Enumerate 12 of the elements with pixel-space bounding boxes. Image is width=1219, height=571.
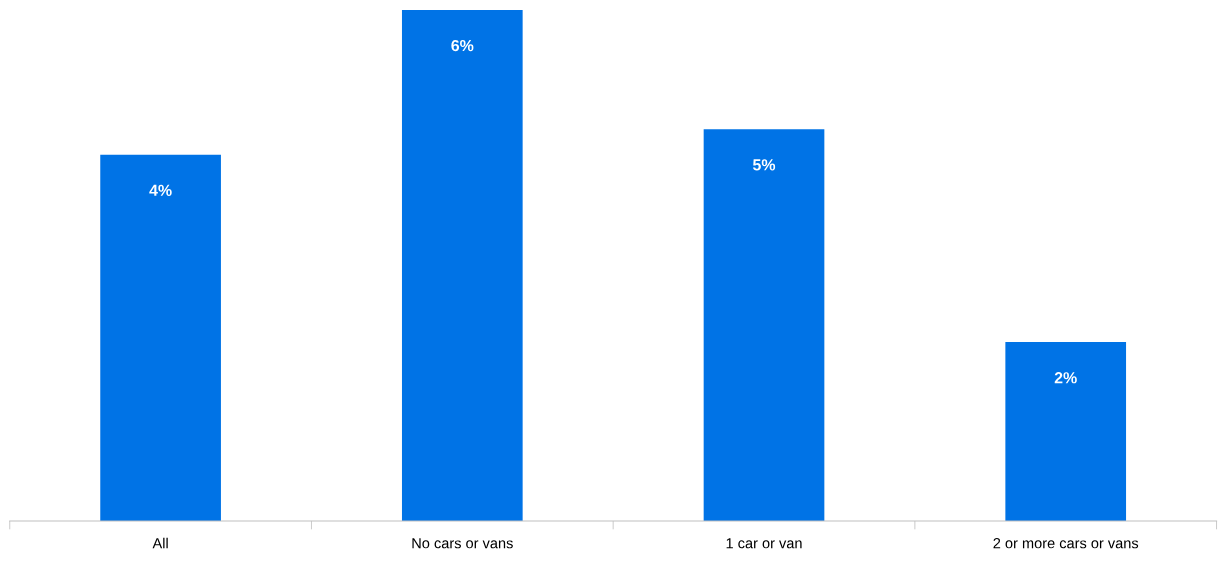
- x-tick-label: No cars or vans: [412, 538, 513, 549]
- data-label: 4%: [149, 184, 172, 196]
- data-label: 6%: [451, 39, 474, 52]
- x-tick-label: 2 or more cars or vans: [993, 538, 1139, 549]
- data-label: 2%: [1054, 372, 1077, 384]
- bar: [1005, 342, 1127, 521]
- bar: [401, 9, 523, 521]
- x-tick-label: 1 car or van: [726, 538, 802, 549]
- x-tick-label: All: [152, 537, 168, 549]
- data-label: 5%: [752, 159, 776, 171]
- bar: [703, 129, 825, 521]
- bar: [100, 154, 221, 521]
